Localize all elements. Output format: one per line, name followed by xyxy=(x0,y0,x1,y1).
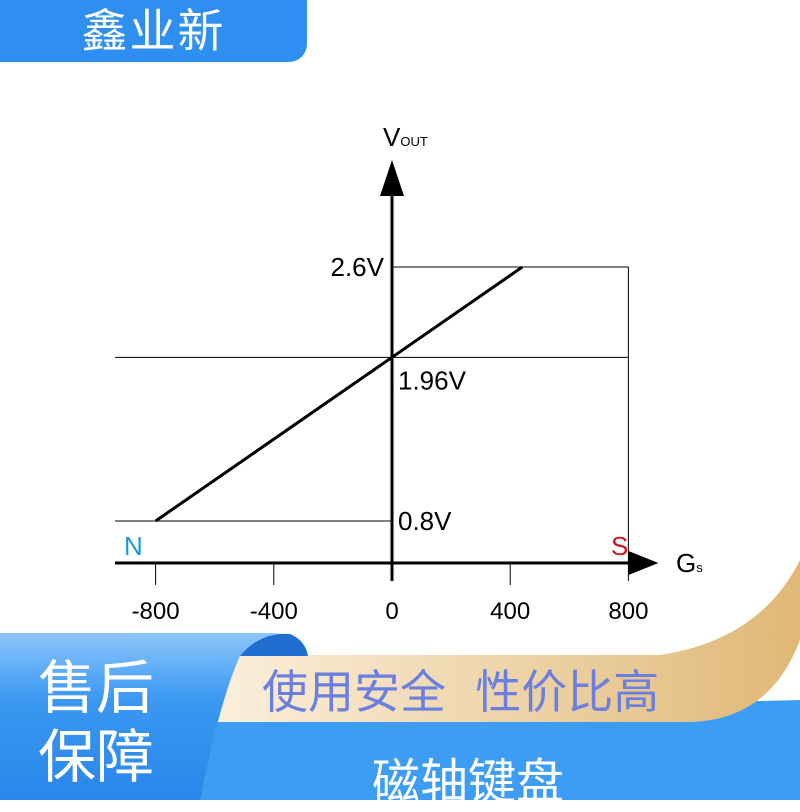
series-line xyxy=(154,265,524,523)
x-tick-label: -400 xyxy=(250,598,298,620)
y-axis-title: VOUT xyxy=(383,122,428,152)
y-label-0.8v: 0.8V xyxy=(398,506,452,536)
y-label-1.96v: 1.96V xyxy=(398,365,467,395)
x-tick-label: 0 xyxy=(385,598,398,620)
series xyxy=(154,265,524,523)
x-tick-label: -800 xyxy=(132,598,180,620)
x-axis-arrow-icon xyxy=(628,551,659,575)
after-sales-line2: 保障 xyxy=(38,723,155,791)
x-axis-title: Gs xyxy=(676,548,703,578)
x-tick-label: 800 xyxy=(608,598,648,620)
labels: -800 -400 0 400 800 2.6V 1.96V 0.8V Gs N S xyxy=(124,252,703,620)
guide-lines xyxy=(115,266,629,581)
ribbon-fold xyxy=(240,633,308,656)
chart: -800 -400 0 400 800 2.6V 1.96V 0.8V Gs N S xyxy=(115,160,703,620)
slogan: 使用安全 性价比高 xyxy=(262,665,660,719)
brand-logo: 鑫业新 xyxy=(0,0,307,62)
y-label-2.6v: 2.6V xyxy=(331,252,385,282)
pole-n-label: N xyxy=(124,531,143,561)
pole-s-label: S xyxy=(611,531,628,561)
y-axis-arrow-icon xyxy=(380,160,404,196)
product-name: 磁轴键盘 xyxy=(372,754,565,810)
x-tick-label: 400 xyxy=(490,598,530,620)
after-sales-line1: 售后 xyxy=(38,654,155,722)
